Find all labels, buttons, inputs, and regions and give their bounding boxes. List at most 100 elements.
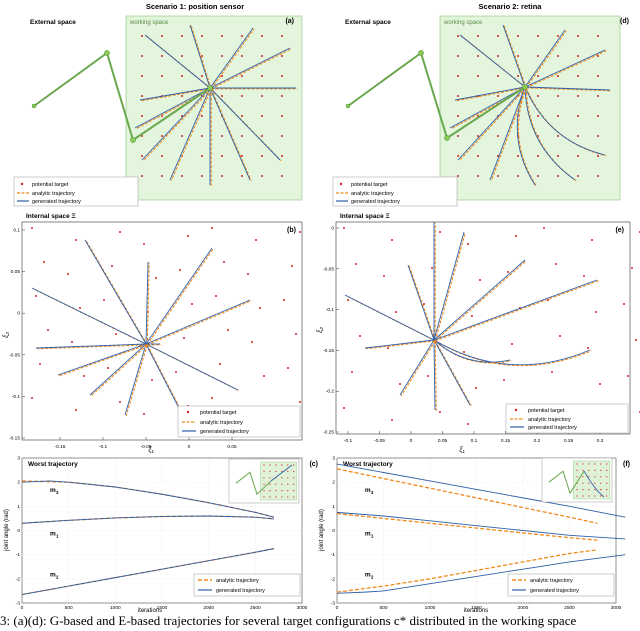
target-point bbox=[281, 135, 283, 137]
target-point bbox=[359, 335, 361, 337]
analytic-trajectory bbox=[59, 344, 148, 377]
curve-label-subscript: 3 bbox=[371, 490, 374, 495]
generated-trajectory bbox=[134, 87, 211, 129]
inset-target-point bbox=[263, 483, 265, 485]
x-tick-label: -0.05 bbox=[141, 444, 152, 450]
inset-target-point bbox=[263, 490, 265, 492]
x-tick-label: 0.05 bbox=[438, 438, 448, 444]
target-point bbox=[241, 135, 243, 137]
panel-e-trajectories bbox=[344, 222, 599, 411]
panel-f-inset bbox=[541, 457, 613, 503]
target-point bbox=[141, 55, 143, 57]
target-point bbox=[181, 55, 183, 57]
legend-generated-label: generated trajectory bbox=[32, 199, 81, 205]
generated-trajectory bbox=[89, 343, 147, 396]
target-point bbox=[623, 303, 625, 305]
legend-target-marker bbox=[20, 182, 24, 186]
target-point bbox=[141, 175, 143, 177]
inset-target-point bbox=[281, 483, 283, 485]
target-point bbox=[477, 35, 479, 37]
target-point bbox=[261, 135, 263, 137]
generated-trajectory bbox=[399, 339, 435, 396]
y-tick-label: -0.1 bbox=[326, 307, 335, 313]
x-tick-label: -0.15 bbox=[55, 444, 66, 450]
legend-target-marker bbox=[186, 410, 190, 414]
generated-series bbox=[336, 554, 626, 594]
generated-trajectory bbox=[433, 231, 465, 341]
analytic-trajectory bbox=[125, 344, 148, 416]
legend-target-label: potential target bbox=[32, 182, 69, 188]
inset-arm bbox=[235, 471, 272, 496]
target-point bbox=[219, 363, 221, 365]
inset-target-point bbox=[576, 489, 578, 491]
target-point bbox=[457, 135, 459, 137]
legend-generated-label: generated trajectory bbox=[528, 425, 577, 431]
curve-label-subscript: 2 bbox=[371, 574, 374, 579]
target-point bbox=[79, 307, 81, 309]
inset-target-point bbox=[588, 469, 590, 471]
target-point bbox=[391, 239, 393, 241]
legend-generated-label: generated trajectory bbox=[200, 429, 249, 435]
target-point bbox=[223, 261, 225, 263]
legend-analytic-label: analytic trajectory bbox=[216, 578, 259, 584]
target-point bbox=[537, 75, 539, 77]
inset-target-point bbox=[275, 470, 277, 472]
y-tick-label: -0.15 bbox=[9, 436, 20, 442]
arm-joint bbox=[522, 84, 528, 90]
curve-label: m bbox=[365, 487, 371, 494]
inset-target-point bbox=[606, 469, 608, 471]
target-point bbox=[427, 375, 429, 377]
inset-target-point bbox=[582, 489, 584, 491]
target-point bbox=[281, 35, 283, 37]
target-point bbox=[35, 295, 37, 297]
inset-target-point bbox=[582, 495, 584, 497]
inset-target-point bbox=[287, 470, 289, 472]
panel-b-trajectories bbox=[31, 239, 252, 416]
inset-target-point bbox=[275, 464, 277, 466]
legend-generated-label: generated trajectory bbox=[216, 588, 265, 594]
target-point bbox=[591, 239, 593, 241]
target-point bbox=[227, 329, 229, 331]
target-point bbox=[431, 267, 433, 269]
panel-c-legend: analytic trajectory generated trajectory bbox=[193, 573, 301, 597]
legend-target-label: potential target bbox=[351, 182, 388, 188]
target-point bbox=[75, 239, 77, 241]
inset-target-point bbox=[576, 463, 578, 465]
panel-d-working-label: working space bbox=[443, 20, 483, 26]
arm-link bbox=[347, 51, 526, 140]
curve-label-subscript: 2 bbox=[56, 574, 59, 579]
analytic-trajectory bbox=[458, 87, 527, 162]
target-point bbox=[191, 303, 193, 305]
generated-trajectory bbox=[459, 34, 526, 88]
panel-b-target-grid bbox=[31, 227, 301, 415]
inset-target-point bbox=[606, 495, 608, 497]
target-point bbox=[475, 387, 477, 389]
inset-target-point bbox=[269, 477, 271, 479]
target-point bbox=[141, 135, 143, 137]
generated-trajectory bbox=[433, 259, 526, 341]
arm-link bbox=[33, 51, 211, 142]
inset-target-point bbox=[576, 476, 578, 478]
x-tick-label: 2000 bbox=[518, 605, 529, 611]
target-point bbox=[281, 95, 283, 97]
target-point bbox=[503, 379, 505, 381]
target-point bbox=[221, 55, 223, 57]
y-tick-label: 3 bbox=[17, 456, 20, 462]
panel-d-working-space bbox=[439, 15, 621, 201]
target-point bbox=[161, 175, 163, 177]
target-point bbox=[551, 371, 553, 373]
panel-f-lines bbox=[336, 463, 626, 594]
inset-target-point bbox=[293, 477, 295, 479]
target-point bbox=[557, 75, 559, 77]
inset-target-point bbox=[594, 495, 596, 497]
inset-target-point bbox=[269, 464, 271, 466]
x-tick-label: 2000 bbox=[203, 605, 214, 611]
target-point bbox=[115, 333, 117, 335]
panel-f-xlabel: iterations bbox=[464, 608, 488, 614]
inset-target-point bbox=[293, 496, 295, 498]
target-point bbox=[241, 55, 243, 57]
legend-box bbox=[13, 176, 139, 207]
target-point bbox=[537, 35, 539, 37]
target-point bbox=[161, 55, 163, 57]
x-tick-label: 0 bbox=[336, 605, 339, 611]
